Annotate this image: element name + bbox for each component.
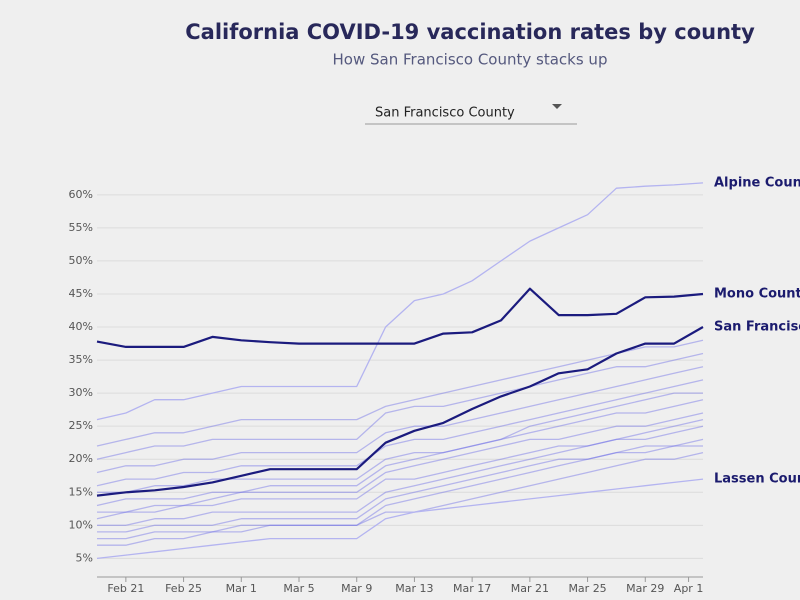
- county-line: [97, 451, 704, 540]
- dropdown-arrow[interactable]: [552, 104, 562, 109]
- county-line: [96, 478, 704, 560]
- y-tick-label: 5%: [76, 551, 93, 564]
- county-line: [96, 287, 704, 348]
- series-label: Mono County: [714, 286, 800, 301]
- dropdown-selected[interactable]: San Francisco County: [375, 106, 515, 121]
- x-tick-label: Mar 21: [511, 582, 549, 595]
- x-tick-label: Mar 13: [395, 582, 433, 595]
- y-tick-label: 15%: [69, 485, 93, 498]
- x-tick-label: Mar 9: [341, 582, 372, 595]
- x-tick-label: Mar 29: [626, 582, 664, 595]
- grid: [97, 194, 703, 559]
- x-tick-label: Apr 1: [674, 582, 704, 595]
- county-line: [97, 445, 703, 546]
- y-tick-label: 30%: [69, 386, 93, 399]
- county-line: [97, 425, 704, 526]
- county-line: [96, 352, 704, 460]
- x-tick-label: Mar 25: [568, 582, 606, 595]
- x-tick-label: Feb 21: [107, 582, 144, 595]
- county-line: [96, 412, 704, 507]
- series-label: San Francisco: [714, 320, 800, 335]
- y-tick-label: 60%: [69, 188, 93, 201]
- y-tick-label: 40%: [69, 320, 93, 333]
- series-label: Alpine Count: [714, 175, 800, 190]
- county-line: [96, 182, 704, 421]
- x-tick-label: Mar 5: [283, 582, 314, 595]
- x-tick-label: Mar 17: [453, 582, 491, 595]
- y-tick-label: 50%: [69, 254, 93, 267]
- series-label: Lassen Count: [714, 472, 800, 487]
- y-tick-label: 55%: [69, 221, 93, 234]
- county-line: [97, 438, 704, 533]
- y-tick-label: 20%: [69, 452, 93, 465]
- y-tick-label: 35%: [69, 353, 93, 366]
- county-line: [97, 399, 704, 493]
- chart-subtitle: How San Francisco County stacks up: [333, 51, 608, 69]
- county-dropdown[interactable]: San Francisco County: [365, 96, 577, 125]
- county-line: [96, 326, 704, 497]
- chart-title: California COVID-19 vaccination rates by…: [185, 20, 755, 44]
- y-tick-label: 10%: [69, 518, 93, 531]
- x-tick-label: Mar 1: [226, 582, 257, 595]
- county-line: [96, 379, 704, 487]
- y-tick-label: 25%: [69, 419, 93, 432]
- x-tick-label: Feb 25: [165, 582, 202, 595]
- y-tick-label: 45%: [69, 287, 93, 300]
- county-line: [96, 392, 703, 520]
- county-line: [97, 418, 704, 513]
- county-line: [96, 339, 704, 447]
- county-line: [96, 366, 704, 474]
